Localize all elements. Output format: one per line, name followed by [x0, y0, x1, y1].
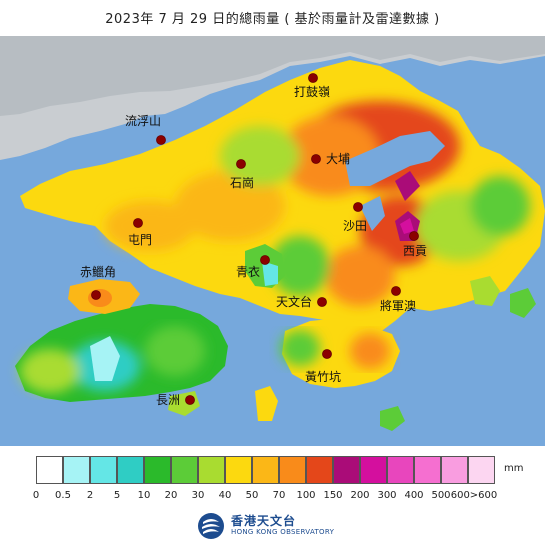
- logo-name-zh: 香港天文台: [231, 514, 297, 528]
- sai-kung-islet: [470, 276, 500, 306]
- station-dot: [260, 255, 270, 265]
- legend-tick-label: 30: [191, 490, 205, 501]
- station-dot: [236, 159, 246, 169]
- label-tsing-yi: 青衣: [236, 264, 260, 279]
- station-dot: [391, 286, 401, 296]
- legend-tick-label: 20: [164, 490, 178, 501]
- legend-tick-label: 5: [113, 490, 121, 501]
- legend-swatch: [360, 456, 387, 484]
- label-sai-kung: 西貢: [403, 244, 427, 258]
- tolo-inlet: [360, 196, 385, 231]
- station-dot: [353, 202, 363, 212]
- legend-tick-label: 400: [404, 490, 424, 501]
- legend-swatch: [387, 456, 414, 484]
- legend-tick-label: 70: [272, 490, 286, 501]
- legend-swatch: [225, 456, 252, 484]
- station-dot: [409, 231, 419, 241]
- label-observatory: 天文台: [276, 294, 312, 309]
- label-wong-chuk-hang: 黃竹坑: [305, 369, 341, 384]
- legend-tick-label: 40: [218, 490, 232, 501]
- legend-swatch: [468, 456, 495, 484]
- map-canvas: 打鼓嶺 流浮山 大埔 石崗 屯門 沙田 西貢 青衣 赤鱲角 天文台 將軍澳 黃竹…: [0, 36, 545, 446]
- legend-tick-label: 200: [350, 490, 370, 501]
- label-sha-tin: 沙田: [343, 219, 367, 233]
- station-dot: [311, 154, 321, 164]
- legend-tick-label: 300: [377, 490, 397, 501]
- station-dot: [185, 395, 195, 405]
- tolo-harbour: [345, 131, 445, 186]
- legend-tick-label: 500: [431, 490, 451, 501]
- hko-logo: 香港天文台 HONG KONG OBSERVATORY: [197, 510, 377, 542]
- legend-swatch: [144, 456, 171, 484]
- label-tseung-kwan-o: 將軍澳: [380, 298, 416, 313]
- map-title: 2023年 7 月 29 日的總雨量 ( 基於雨量計及雷達數據 ): [105, 12, 440, 27]
- label-chek-lap-kok: 赤鱲角: [80, 265, 116, 279]
- legend-ticks: 0 0.5 2 5 10 20 30 40 50 70 100 150 200 300 400 500 600>…: [0, 490, 545, 504]
- legend-tick-label: 150: [323, 490, 343, 501]
- eastern-islet: [510, 288, 536, 318]
- legend-tick-label: 0.5: [55, 490, 71, 501]
- lantau-island: [15, 304, 228, 402]
- legend-swatch: [117, 456, 144, 484]
- station-dot: [156, 135, 166, 145]
- legend-unit: mm: [504, 463, 524, 474]
- label-ta-kwu-ling: 打鼓嶺: [294, 85, 330, 99]
- legend-swatch: [441, 456, 468, 484]
- label-cheung-chau: 長洲: [156, 393, 180, 407]
- label-tai-po: 大埔: [326, 152, 350, 166]
- legend-swatch: [414, 456, 441, 484]
- legend-swatch: [252, 456, 279, 484]
- legend-swatch: [171, 456, 198, 484]
- station-dot: [322, 349, 332, 359]
- legend-swatch: [198, 456, 225, 484]
- lamma-island: [255, 386, 278, 421]
- legend-swatch: [279, 456, 306, 484]
- station-dot: [133, 218, 143, 228]
- station-dot: [91, 290, 101, 300]
- legend-swatch: [36, 456, 63, 484]
- station-dot: [308, 73, 318, 83]
- legend-tick-label: 50: [245, 490, 259, 501]
- legend-tick-label: 10: [137, 490, 151, 501]
- tsing-yi-peak: [262, 261, 278, 286]
- legend-swatch: [333, 456, 360, 484]
- label-shek-kong: 石崗: [230, 176, 254, 190]
- legend-swatch: [306, 456, 333, 484]
- shenzhen-urban: [0, 36, 545, 116]
- po-toi-island: [380, 406, 405, 431]
- place-labels: 打鼓嶺 流浮山 大埔 石崗 屯門 沙田 西貢 青衣 赤鱲角 天文台 將軍澳 黃竹…: [80, 85, 427, 407]
- stations: [91, 73, 419, 405]
- legend-tick-label: 600>600: [450, 490, 498, 501]
- label-tuen-mun: 屯門: [128, 233, 152, 247]
- label-lau-fau-shan: 流浮山: [125, 114, 161, 128]
- rainfall-legend: [36, 456, 495, 486]
- logo-name-en: HONG KONG OBSERVATORY: [231, 528, 335, 536]
- rainfall-map: 打鼓嶺 流浮山 大埔 石崗 屯門 沙田 西貢 青衣 赤鱲角 天文台 將軍澳 黃竹…: [0, 36, 545, 446]
- legend-swatch: [90, 456, 117, 484]
- legend-swatch: [63, 456, 90, 484]
- station-dot: [317, 297, 327, 307]
- legend-tick-label: 100: [296, 490, 316, 501]
- hko-emblem-icon: [198, 513, 224, 539]
- hong-kong-island: [280, 318, 400, 388]
- legend-tick-label: 0: [32, 490, 40, 501]
- legend-tick-label: 2: [86, 490, 94, 501]
- airport-core: [88, 289, 112, 307]
